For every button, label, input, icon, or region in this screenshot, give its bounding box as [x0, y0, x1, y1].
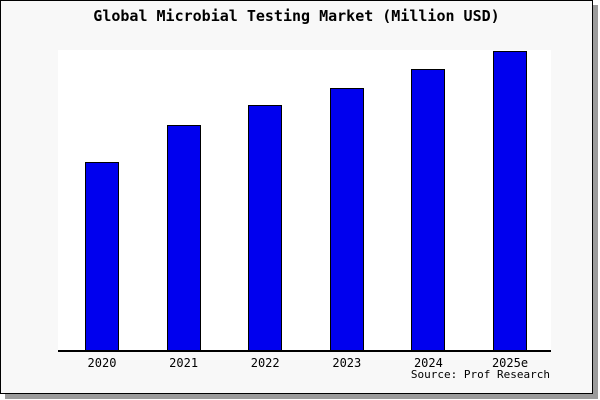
x-tick-label-2025e: 2025e: [491, 356, 529, 370]
bar-2024: [411, 69, 446, 350]
bar-2023: [329, 88, 364, 350]
bar-2025e: [493, 51, 527, 350]
chart-title: Global Microbial Testing Market (Million…: [93, 7, 500, 25]
source-note: Source: Prof Research: [410, 368, 550, 381]
x-tick-label-2022: 2022: [250, 356, 280, 370]
x-tick-label-2024: 2024: [413, 356, 443, 370]
x-tick-label-2023: 2023: [332, 356, 362, 370]
x-tick-label-2020: 2020: [87, 356, 117, 370]
bar-2021: [166, 125, 201, 350]
bar-2022: [248, 105, 283, 350]
plot-area: [58, 50, 551, 352]
bar-2020: [85, 162, 119, 350]
chart-figure: Global Microbial Testing Market (Million…: [0, 0, 593, 394]
x-tick-label-2021: 2021: [169, 356, 199, 370]
